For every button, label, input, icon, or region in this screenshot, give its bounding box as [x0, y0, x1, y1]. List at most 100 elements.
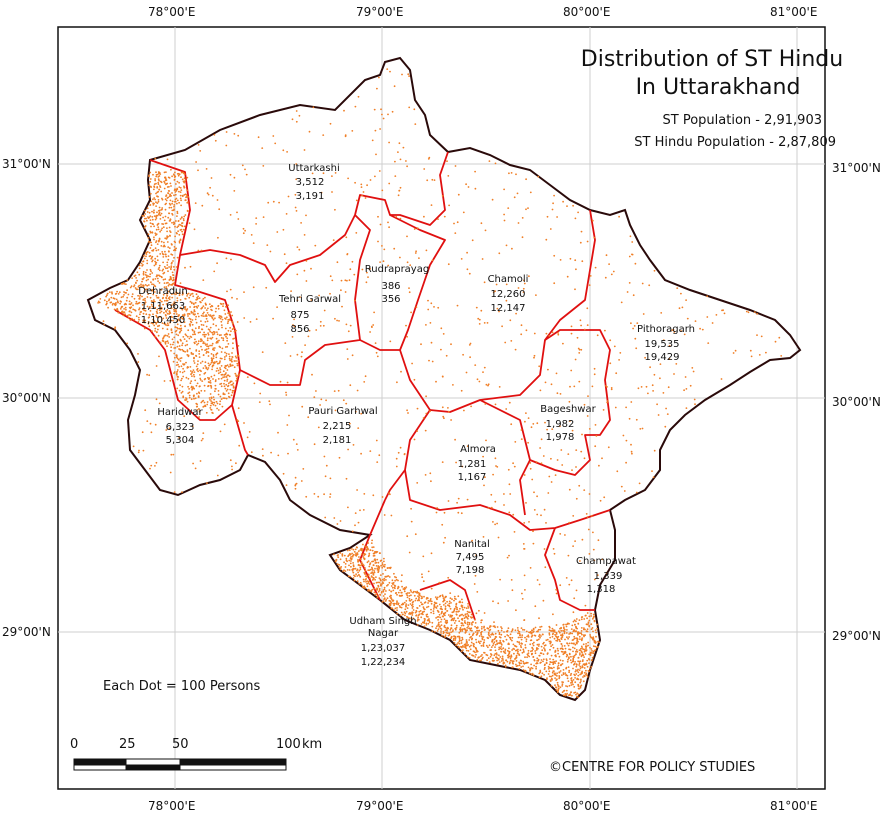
population-dot: [588, 619, 591, 622]
population-dot: [197, 331, 200, 334]
population-dot: [480, 222, 483, 225]
population-dot: [400, 591, 403, 594]
population-dot: [514, 348, 517, 351]
population-dot: [212, 333, 214, 336]
population-dot: [176, 202, 178, 205]
population-dot: [223, 423, 226, 426]
population-dot: [359, 568, 362, 571]
population-dot: [486, 627, 489, 630]
scale-tick-label: 25: [119, 737, 136, 752]
population-dot: [485, 383, 488, 386]
population-dot: [665, 407, 667, 410]
population-dot: [592, 652, 595, 655]
population-dot: [202, 333, 205, 336]
population-dot: [389, 493, 391, 496]
population-dot: [559, 670, 562, 672]
population-dot: [386, 584, 388, 587]
population-dot: [322, 134, 325, 137]
population-dot: [420, 616, 423, 619]
population-dot: [171, 316, 174, 319]
population-dot: [183, 363, 185, 366]
population-dot: [472, 633, 474, 636]
population-dot: [461, 638, 464, 641]
population-dot: [395, 216, 398, 218]
population-dot: [430, 608, 432, 611]
population-dot: [365, 281, 368, 284]
population-dot: [178, 436, 181, 439]
population-dot: [216, 262, 219, 265]
population-dot: [506, 660, 509, 663]
population-dot: [147, 240, 150, 243]
population-dot: [580, 645, 583, 648]
district-hindu-value: 1,167: [458, 472, 487, 483]
population-dot: [494, 649, 497, 652]
population-dot: [189, 294, 192, 297]
population-dot: [546, 215, 549, 218]
population-dot: [311, 373, 313, 376]
population-dot: [176, 256, 179, 259]
population-dot: [358, 583, 361, 585]
population-dot: [149, 275, 151, 278]
population-dot: [226, 322, 229, 325]
population-dot: [144, 299, 146, 302]
population-dot: [193, 362, 196, 364]
population-dot: [618, 359, 620, 361]
population-dot: [599, 499, 602, 502]
population-dot: [546, 638, 549, 641]
population-dot: [464, 613, 467, 616]
population-dot: [538, 635, 540, 638]
population-dot: [410, 507, 412, 510]
population-dot: [481, 630, 483, 633]
population-dot: [231, 468, 234, 471]
population-dot: [179, 229, 182, 231]
population-dot: [219, 302, 222, 305]
population-dot: [580, 348, 583, 351]
population-dot: [137, 451, 140, 454]
population-dot: [200, 249, 203, 252]
population-dot: [176, 210, 179, 213]
population-dot: [209, 363, 212, 366]
population-dot: [286, 381, 289, 384]
population-dot: [542, 658, 545, 661]
population-dot: [508, 647, 510, 650]
population-dot: [549, 640, 552, 643]
population-dot: [664, 425, 667, 428]
population-dot: [167, 281, 169, 284]
population-dot: [586, 623, 589, 626]
population-dot: [384, 569, 387, 571]
population-dot: [158, 179, 160, 182]
population-dot: [575, 642, 578, 644]
population-dot: [225, 332, 228, 335]
population-dot: [462, 624, 465, 627]
population-dot: [483, 625, 485, 628]
population-dot: [149, 230, 152, 233]
population-dot: [119, 308, 122, 310]
population-dot: [494, 457, 497, 460]
population-dot: [410, 594, 412, 597]
population-dot: [158, 315, 161, 318]
population-dot: [160, 229, 163, 232]
district-name: Nanital: [454, 539, 490, 550]
population-dot: [575, 618, 578, 620]
population-dot: [404, 587, 407, 590]
population-dot: [444, 614, 446, 617]
population-dot: [170, 349, 172, 352]
population-dot: [174, 235, 177, 238]
population-dot: [207, 333, 210, 336]
longitude-labels-bottom: 78°00'E 79°00'E 80°00'E 81°00'E: [148, 799, 817, 813]
population-dot: [595, 635, 597, 638]
population-dot: [424, 429, 427, 432]
population-dot: [394, 607, 397, 610]
population-dot: [369, 549, 372, 551]
population-dot: [495, 640, 498, 643]
population-dot: [538, 583, 541, 586]
population-dot: [474, 656, 477, 658]
population-dot: [565, 625, 568, 628]
population-dot: [361, 585, 364, 588]
population-dot: [460, 258, 463, 260]
population-dot: [150, 225, 152, 228]
population-dot: [502, 659, 504, 661]
population-dot: [145, 279, 148, 282]
population-dot: [538, 654, 541, 657]
population-dot: [400, 611, 403, 614]
